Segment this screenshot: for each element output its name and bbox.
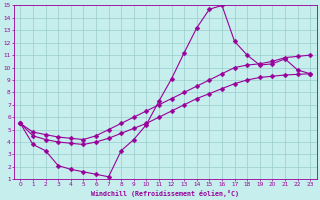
- X-axis label: Windchill (Refroidissement éolien,°C): Windchill (Refroidissement éolien,°C): [91, 190, 239, 197]
